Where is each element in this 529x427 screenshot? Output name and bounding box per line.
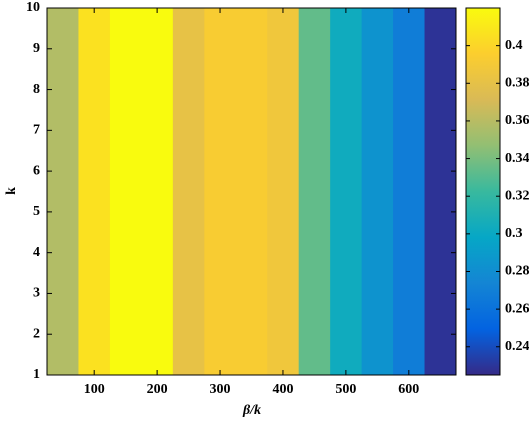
colorbar-tick-label: 0.3 <box>505 226 523 241</box>
heatmap-cell <box>141 8 174 375</box>
x-tick-label: 600 <box>398 382 419 397</box>
y-tick-label: 9 <box>33 41 40 56</box>
heatmap-cell <box>361 8 394 375</box>
heatmap-cell <box>330 8 363 375</box>
y-tick-label: 10 <box>26 0 40 15</box>
heatmap-cell <box>393 8 426 375</box>
colorbar-tick-label: 0.4 <box>505 38 523 53</box>
y-tick-label: 2 <box>33 326 40 341</box>
heatmap-cell <box>109 8 142 375</box>
y-tick-label: 5 <box>33 204 40 219</box>
colorbar-tick-label: 0.36 <box>505 113 529 128</box>
x-tick-label: 100 <box>84 382 105 397</box>
heatmap-cell <box>204 8 237 375</box>
y-tick-label: 7 <box>33 123 40 138</box>
x-axis-label: β/k <box>242 403 261 418</box>
colorbar-tick-label: 0.32 <box>505 188 529 203</box>
heatmap-cell <box>47 8 79 375</box>
colorbar-tick-label: 0.26 <box>505 301 529 316</box>
y-tick-label: 4 <box>33 245 40 260</box>
x-tick-label: 200 <box>147 382 168 397</box>
plot-frame <box>46 7 457 376</box>
y-tick-label: 8 <box>33 82 40 97</box>
colorbar-tick-label: 0.24 <box>505 339 529 354</box>
heatmap-cell <box>298 8 331 375</box>
colorbar-tick-label: 0.28 <box>505 264 529 279</box>
heatmap-cell <box>424 8 457 375</box>
heatmap-cell <box>267 8 300 375</box>
colorbar-tick-label: 0.38 <box>505 76 529 91</box>
heatmap-cell <box>235 8 268 375</box>
y-tick-label: 1 <box>33 367 40 382</box>
y-axis-label: k <box>4 187 19 195</box>
x-tick-label: 300 <box>210 382 231 397</box>
y-tick-label: 3 <box>33 286 40 301</box>
x-tick-label: 400 <box>272 382 293 397</box>
heatmap-cell <box>172 8 205 375</box>
colorbar-tick-label: 0.34 <box>505 151 529 166</box>
heatmap-cell <box>78 8 111 375</box>
x-tick-label: 500 <box>335 382 356 397</box>
colorbar <box>465 7 501 376</box>
y-tick-label: 6 <box>33 163 40 178</box>
